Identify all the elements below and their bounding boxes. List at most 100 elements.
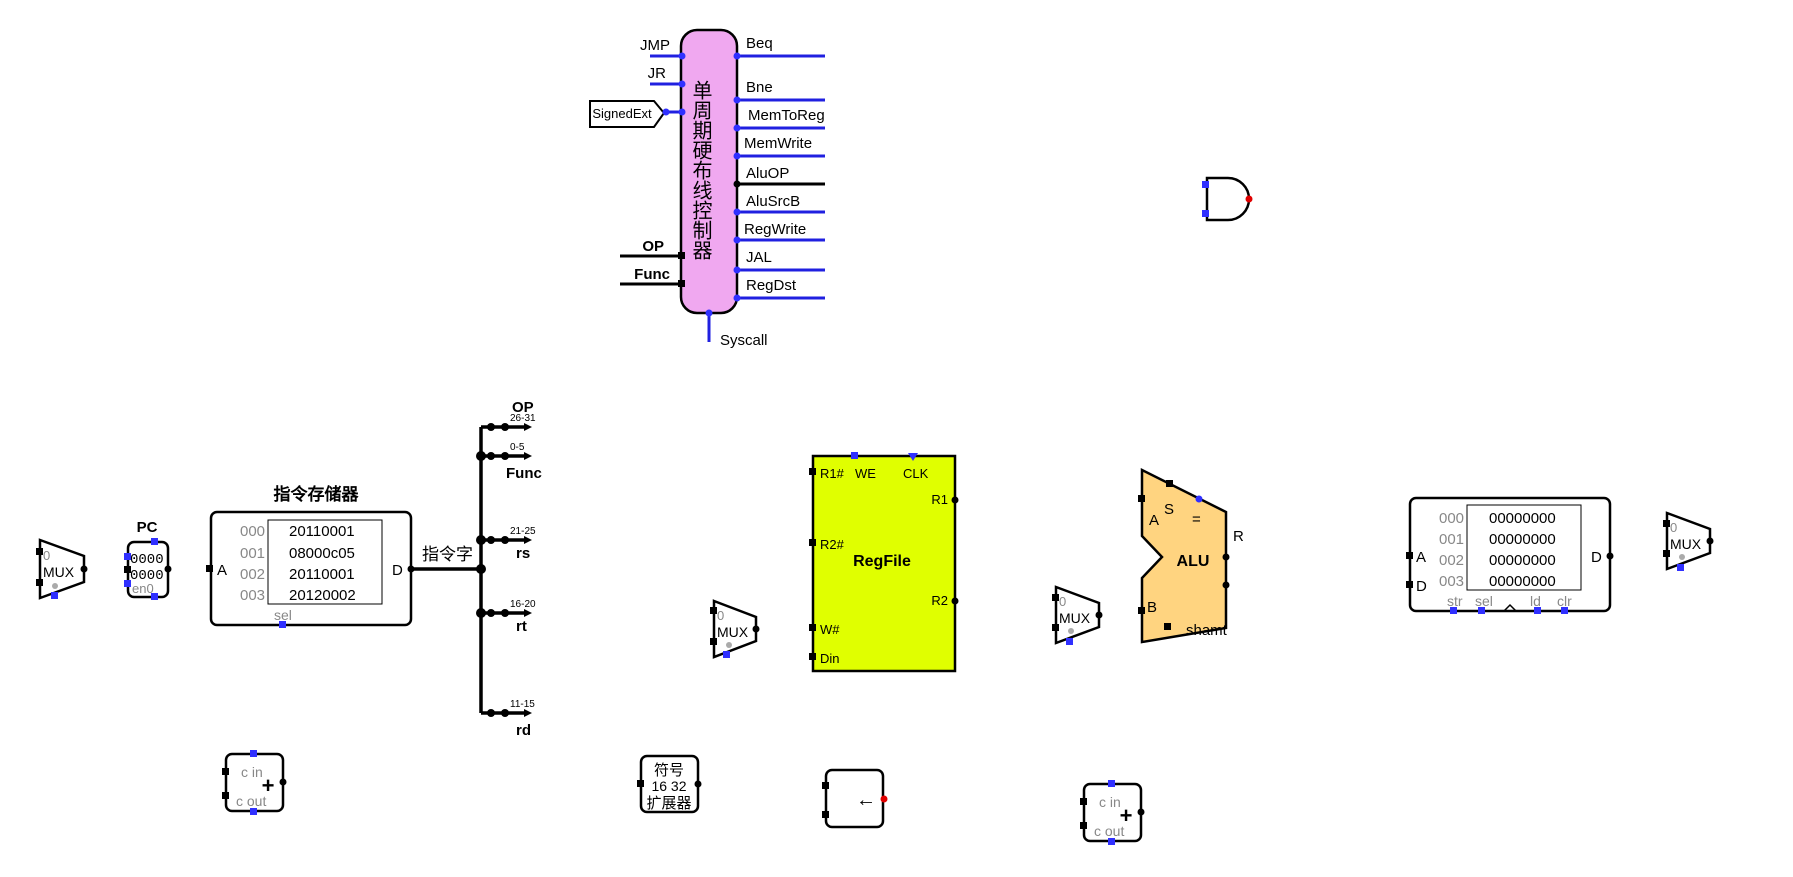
pc-title: PC [137,519,158,536]
beq-label: Beq [746,35,773,52]
data-mem-cell: 00000000 [1489,531,1556,548]
alusrc-mux[interactable]: 0 MUX [1052,585,1103,645]
data-mem-cell: 00000000 [1489,573,1556,590]
branch-adder[interactable]: c in c out + [1080,780,1145,845]
pc-en-label: en0 [132,581,154,596]
svg-text:26-31: 26-31 [510,413,536,424]
svg-text:Din: Din [820,651,840,666]
pc-mux-label: MUX [43,564,75,580]
svg-text:000: 000 [240,523,265,540]
svg-text:B: B [1147,599,1157,616]
instruction-memory[interactable]: 指令存储器 000 001 002 003 20110001 08000c05 … [206,484,415,628]
svg-text:000: 000 [1439,510,1464,527]
svg-text:W#: W# [820,622,840,637]
instr-mem-table [267,519,383,605]
svg-text:D: D [1416,578,1427,595]
op-label: OP [642,238,664,255]
svg-text:ld: ld [1530,593,1541,609]
instr-word-label: 指令字 [422,545,473,564]
svg-text:WE: WE [855,466,876,481]
instr-mem-cell: 20110001 [289,523,355,540]
svg-text:0: 0 [43,548,50,563]
svg-text:扩展器: 扩展器 [646,795,691,812]
svg-text:0: 0 [1670,520,1677,535]
svg-text:c out: c out [1094,823,1124,839]
data-mem-cell: 00000000 [1489,510,1556,527]
alu[interactable]: ALU A B S = R shamt [1138,467,1244,644]
controller-title: 单周期硬布线控制器 [689,80,712,260]
svg-text:R2: R2 [931,593,948,608]
svg-text:MUX: MUX [1670,536,1702,552]
and-gate-body[interactable] [1205,176,1251,222]
regdst-mux[interactable]: 0 MUX [710,599,760,659]
svg-text:003: 003 [1439,573,1464,590]
svg-text:11-15: 11-15 [510,699,535,710]
register-file[interactable]: RegFile R1# WE CLK R1 R2# R2 W# Din [809,452,959,673]
data-memory[interactable]: 000 001 002 003 00000000 00000000 000000… [1406,496,1614,614]
pc-mux[interactable]: 0 MUX [36,538,88,600]
svg-text:sel: sel [1475,593,1493,609]
controller-outputs [733,52,825,302]
svg-text:002: 002 [1439,552,1464,569]
memtoreg-label: MemToReg [748,107,825,124]
regfile-body[interactable] [811,454,957,673]
svg-text:A: A [1416,549,1426,566]
svg-text:=: = [1192,511,1201,528]
svg-text:c in: c in [241,764,263,780]
svg-text:+: + [1120,803,1133,828]
svg-text:D: D [392,562,403,579]
svg-text:0: 0 [717,608,724,623]
memtoreg-mux[interactable]: 0 MUX [1663,511,1714,571]
controller[interactable]: JMP JR OP Func SignedExt 单周期硬布线控制器 [589,28,825,349]
svg-text:D: D [1591,549,1602,566]
jal-label: JAL [746,249,772,266]
instr-mem-cell: 20120002 [289,587,356,604]
data-mem-table [1466,504,1582,591]
memwrite-label: MemWrite [744,135,812,152]
svg-text:0-5: 0-5 [510,442,525,453]
svg-text:CLK: CLK [903,466,929,481]
bne-label: Bne [746,79,773,96]
field-rd: rd [516,722,531,739]
svg-text:16 32: 16 32 [651,778,686,794]
svg-text:R: R [1233,528,1244,545]
instruction-splitter[interactable]: 指令字 26-31 0-5 21-25 16-20 1 [411,399,542,739]
alu-shamt-label: shamt [1186,622,1228,639]
svg-text:R2#: R2# [820,537,845,552]
and-gate[interactable] [1202,176,1253,222]
svg-text:003: 003 [240,587,265,604]
sign-extender[interactable]: 符号 16 32 扩展器 [637,754,702,814]
shift-arrow-icon: ← [856,789,876,811]
pc-value-top: 0000 [130,552,164,568]
field-rs: rs [516,545,530,562]
svg-text:S: S [1164,501,1174,518]
func-label: Func [634,266,670,283]
regdst-label: RegDst [746,277,797,294]
pc-adder[interactable]: c in c out + [222,750,287,815]
svg-text:R1#: R1# [820,466,845,481]
svg-text:21-25: 21-25 [510,526,536,537]
svg-text:001: 001 [240,545,265,562]
svg-text:MUX: MUX [1059,610,1091,626]
instr-mem-cell: 20110001 [289,566,355,583]
pc-value-bottom: 0000 [130,568,164,584]
svg-text:clr: clr [1557,593,1572,609]
pc-mux-body[interactable] [38,538,86,600]
svg-text:c out: c out [236,793,266,809]
data-mem-cell: 00000000 [1489,552,1556,569]
pc-register[interactable]: PC 0000 0000 en0 [124,519,172,600]
alusrcb-label: AluSrcB [746,193,800,210]
svg-text:A: A [1149,512,1159,529]
svg-text:001: 001 [1439,531,1464,548]
shifter[interactable]: ← [822,768,888,829]
jmp-label: JMP [640,37,670,54]
svg-text:R1: R1 [931,492,948,507]
svg-text:sel: sel [274,607,292,623]
jr-label: JR [648,65,667,82]
svg-text:A: A [217,562,227,579]
field-op: OP [512,399,534,416]
signedext-tunnel[interactable] [589,100,666,128]
syscall-label: Syscall [720,332,768,349]
signedext-label: SignedExt [592,106,652,121]
